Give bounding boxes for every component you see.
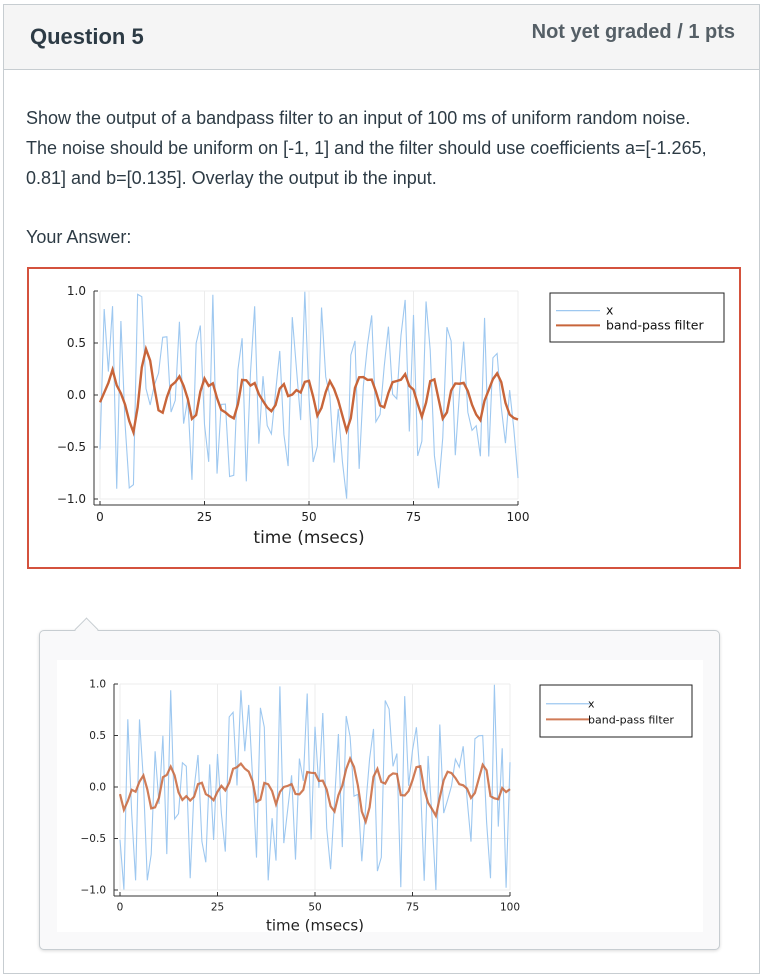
legend-box	[539, 684, 693, 738]
legend-box	[549, 292, 725, 343]
x-tick-label: 75	[406, 510, 421, 524]
question-text: Show the output of a bandpass filter to …	[26, 108, 707, 188]
x-tick-label: 25	[211, 902, 224, 914]
series-line-x	[119, 684, 511, 891]
y-tick-label: −1.0	[57, 492, 86, 506]
x-tick-label: 100	[507, 510, 530, 524]
x-tick-label: 100	[500, 902, 520, 914]
answer-box: 0 25 50 75 100 1.0 0.5 0.0 −0.5 −1.0 time (msecs) x…	[27, 267, 741, 569]
series-line-band-pass-filter	[118, 755, 511, 826]
comment-image: 0 25 50 75 100 1.0 0.5 0.0 −0.5 −1.0 time (msecs) x…	[57, 660, 703, 932]
y-tick-label: 1.0	[89, 679, 106, 691]
question-points: Not yet graded / 1 pts	[531, 21, 735, 43]
answer-chart: 0 25 50 75 100 1.0 0.5 0.0 −0.5 −1.0 time (msecs) x…	[57, 284, 725, 548]
x-tick-label: 50	[308, 902, 321, 914]
comment-chart: 0 25 50 75 100 1.0 0.5 0.0 −0.5 −1.0 time (msecs) x…	[81, 679, 693, 933]
your-answer-label: Your Answer:	[26, 227, 132, 247]
x-tick-label: 50	[301, 510, 316, 524]
x-tick-label: 75	[406, 902, 419, 914]
y-tick-label: −0.5	[57, 440, 86, 454]
legend-label-filter: band-pass filter	[588, 713, 674, 726]
y-tick-label: 1.0	[67, 284, 86, 298]
y-tick-label: 0.5	[89, 730, 106, 742]
x-axis-label: time (msecs)	[266, 917, 364, 933]
legend-label-filter: band-pass filter	[606, 317, 704, 332]
legend-label-x: x	[606, 303, 613, 318]
y-tick-label: −0.5	[81, 833, 107, 845]
question-header: Question 5 Not yet graded / 1 pts	[4, 5, 759, 70]
x-tick-label: 0	[117, 902, 124, 914]
y-tick-label: 0.5	[67, 336, 86, 350]
y-tick-label: 0.0	[67, 388, 86, 402]
x-axis-label: time (msecs)	[253, 528, 364, 548]
question-title: Question 5	[30, 24, 144, 49]
y-tick-label: −1.0	[81, 885, 107, 897]
y-tick-label: 0.0	[89, 782, 106, 794]
series-line-band-pass-filter	[98, 344, 519, 437]
legend-label-x: x	[588, 698, 595, 711]
x-tick-label: 25	[197, 510, 212, 524]
x-tick-label: 0	[96, 510, 104, 524]
